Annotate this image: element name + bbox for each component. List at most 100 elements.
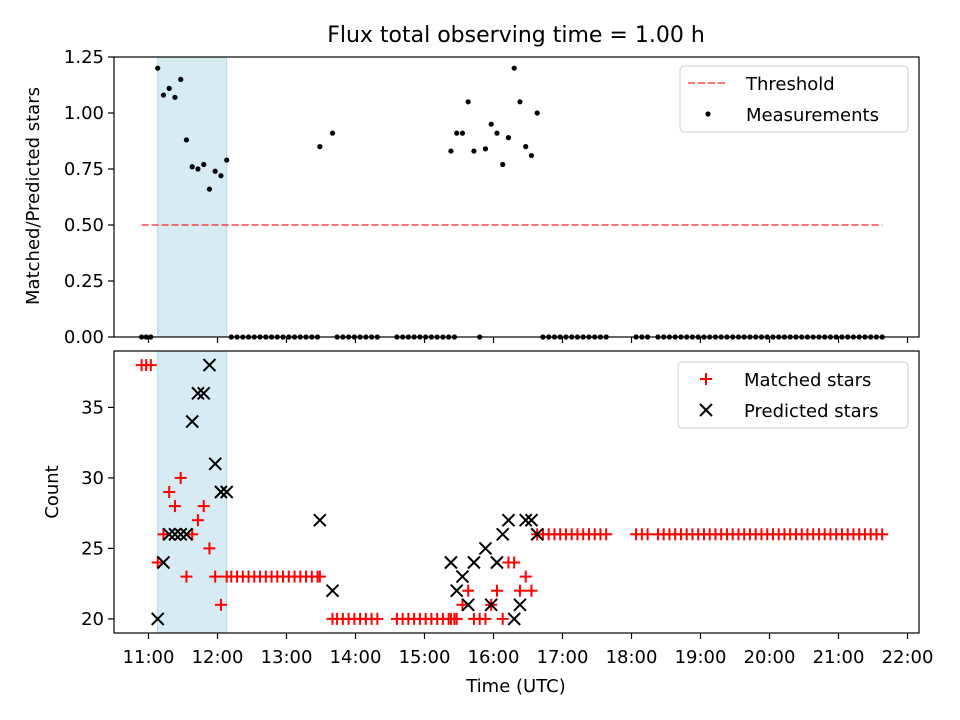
legend-label-threshold: Threshold: [745, 74, 835, 95]
matched-star-marker: [168, 500, 181, 513]
measurement-point: [471, 148, 477, 154]
x-tick-label: 13:00: [261, 647, 313, 668]
top-panel: 0.00 0.25 0.50 0.75 1.00 1.25 Matched/Predict…: [23, 47, 920, 348]
measurement-point: [448, 148, 454, 154]
legend-label-predicted: Predicted stars: [744, 401, 878, 422]
measurement-point: [459, 130, 466, 136]
predicted-star-marker: [524, 513, 539, 527]
predicted-star-marker: [208, 457, 222, 471]
matched-star-marker: [508, 556, 521, 569]
x-tick-label: 21:00: [813, 647, 865, 668]
bottom-legend: Matched stars Predicted stars: [677, 361, 909, 429]
predicted-star-marker: [495, 527, 510, 542]
predicted-star-marker: [449, 583, 464, 598]
top-axes-frame: [113, 56, 920, 338]
x-tick-label: 15:00: [399, 647, 451, 668]
predicted-star-marker: [196, 386, 211, 401]
measurement-point: [488, 121, 494, 127]
measurement-point: [224, 157, 230, 163]
measurement-point: [454, 130, 460, 136]
predicted-star-marker: [530, 527, 544, 542]
measurement-point: [517, 99, 523, 105]
top-y-tick-label: 0.50: [64, 215, 104, 236]
matched-star-marker: [191, 514, 204, 527]
measurement-point: [218, 173, 224, 179]
top-legend: Threshold Measurements: [679, 65, 909, 133]
matched-star-marker: [641, 528, 654, 541]
predicted-star-marker: [455, 569, 470, 584]
matched-star-marker: [479, 612, 492, 625]
predicted-star-marker: [507, 612, 521, 626]
predicted-star-marker: [467, 555, 481, 570]
chart-title: Flux total observing time = 1.00 h: [327, 23, 705, 48]
predicted-star-marker: [461, 598, 475, 612]
matched-star-marker: [203, 542, 216, 555]
matched-star-marker: [876, 528, 889, 541]
top-y-tick-label: 1.00: [64, 103, 104, 124]
measurement-point: [500, 161, 506, 168]
matched-star-marker: [496, 612, 509, 625]
predicted-star-marker: [191, 386, 205, 401]
measurement-point: [189, 164, 195, 170]
measurement-point: [155, 65, 161, 71]
bottom-legend-box: [677, 361, 909, 429]
matched-star-marker: [490, 584, 503, 597]
measurement-point: [195, 166, 201, 172]
top-x-ticks: [147, 337, 909, 343]
measurement-point: [523, 144, 529, 150]
predicted-star-marker: [185, 414, 199, 429]
x-tick-label: 16:00: [468, 647, 520, 668]
measurement-point: [183, 137, 190, 143]
predicted-star-marker: [162, 527, 176, 542]
measurement-point: [201, 161, 207, 168]
matched-star-marker: [214, 598, 227, 611]
matched-star-marker: [371, 612, 384, 625]
matched-star-marker: [450, 612, 463, 625]
matched-star-marker: [151, 556, 164, 569]
predicted-star-marker: [490, 555, 504, 570]
predicted-star-marker: [518, 513, 533, 527]
predicted-star-marker: [214, 485, 228, 499]
measurement-point: [206, 186, 213, 192]
predicted-star-marker: [156, 555, 171, 570]
measurement-point: [172, 94, 178, 100]
matched-star-marker: [157, 528, 170, 541]
measurement-point: [511, 65, 517, 71]
matched-star-marker: [519, 570, 532, 583]
matched-star-marker: [163, 486, 176, 498]
predicted-star-marker: [219, 485, 234, 499]
predicted-star-markers: [150, 358, 544, 626]
matched-star-marker: [513, 584, 526, 597]
x-axis-label: Time (UTC): [465, 676, 566, 697]
matched-star-marker: [462, 584, 475, 597]
predicted-star-marker: [202, 358, 217, 372]
measurement-point: [494, 130, 500, 136]
matched-star-marker: [180, 570, 193, 583]
measurements-legend-swatch: [705, 111, 711, 117]
measurement-point: [465, 99, 471, 105]
matched-star-marker: [197, 500, 210, 513]
x-tick-label: 11:00: [123, 647, 175, 668]
measurement-point: [528, 152, 535, 159]
bottom-x-ticks: 11:00 12:00 13:00 14:00 15:00 16:00 17:00 18:00…: [123, 633, 934, 668]
bottom-axes-frame: [113, 350, 920, 634]
measurement-point: [317, 144, 323, 150]
matched-star-marker: [456, 598, 469, 611]
matched-star-marker: [174, 471, 187, 484]
x-tick-label: 18:00: [606, 647, 658, 668]
matched-star-marker: [144, 359, 157, 372]
measurement-point: [212, 168, 218, 174]
top-legend-box: [679, 65, 909, 133]
matched-legend-swatch: [700, 373, 712, 385]
matched-star-marker: [186, 528, 199, 541]
top-y-ticks: 0.00 0.25 0.50 0.75 1.00 1.25: [64, 47, 114, 348]
predicted-legend-swatch: [699, 403, 713, 417]
predicted-star-marker: [478, 541, 493, 556]
predicted-star-marker: [173, 527, 188, 542]
x-tick-label: 22:00: [882, 647, 934, 668]
matched-star-marker: [525, 584, 538, 597]
bottom-y-tick-label: 35: [81, 397, 104, 418]
predicted-star-marker: [168, 527, 182, 542]
